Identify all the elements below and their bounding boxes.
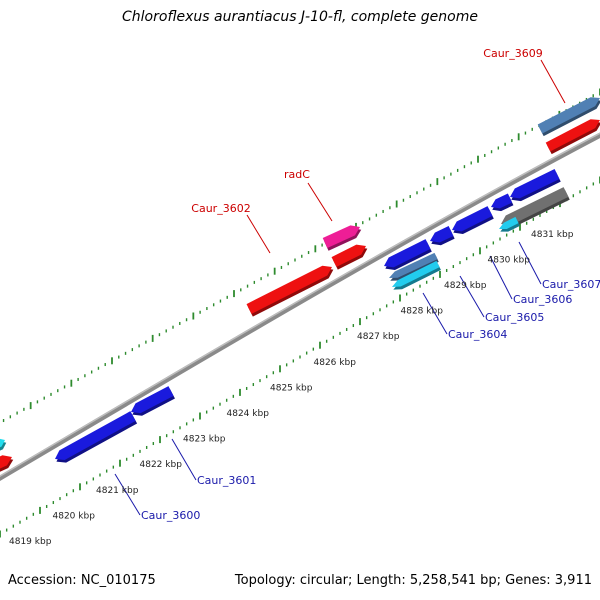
ruler-label: 4819 kbp <box>9 537 52 547</box>
genome-backbone <box>0 132 600 482</box>
leader-line-caur-3606 <box>489 255 513 300</box>
gene-fwd-left-red[interactable] <box>0 452 16 475</box>
gene-arrow-face <box>246 265 332 314</box>
gene-arrow-face <box>499 216 519 229</box>
leader-line-caur-3600 <box>114 473 141 516</box>
gene-rev-3607-cyan[interactable] <box>497 216 520 235</box>
gene-rev-3606[interactable] <box>450 206 494 238</box>
gene-rev-3600[interactable] <box>52 411 138 466</box>
gene-label-radc[interactable]: radC <box>284 168 310 181</box>
leader-line-caur-3601 <box>171 438 197 481</box>
gene-arrow-face <box>0 455 13 473</box>
ruler-label: 4823 kbp <box>183 435 226 445</box>
gene-arrow-face <box>331 244 367 267</box>
gene-rev-3607-grey[interactable] <box>499 187 570 232</box>
ruler-label: 4825 kbp <box>270 383 313 393</box>
gene-rev-3604[interactable] <box>390 260 441 293</box>
gene-arrow-face <box>491 193 513 209</box>
ruler-label: 4822 kbp <box>140 460 183 470</box>
ruler-label: 4828 kbp <box>401 307 444 317</box>
leader-line-caur-3607 <box>518 241 542 285</box>
gene-label-caur-3602[interactable]: Caur_3602 <box>191 202 250 215</box>
gene-arrow-face <box>392 260 440 287</box>
gene-label-caur-3609[interactable]: Caur_3609 <box>483 47 542 60</box>
gene-fwd-3602[interactable] <box>246 262 336 317</box>
gene-fwd-3609[interactable] <box>545 116 600 155</box>
genome-backbone-highlight <box>0 132 600 477</box>
gene-fwd-radC[interactable] <box>331 241 370 270</box>
genome-stats: Topology: circular; Length: 5,258,541 bp… <box>234 573 592 588</box>
gene-arrow-face <box>55 411 136 460</box>
leader-line-radc <box>307 182 333 222</box>
leader-line-caur-3602 <box>246 214 271 254</box>
gene-arrow-face <box>131 386 174 414</box>
gene-label-caur-3601[interactable]: Caur_3601 <box>197 474 256 487</box>
ruler-label: 4826 kbp <box>314 358 357 368</box>
gene-rev-3607-top[interactable] <box>489 193 514 214</box>
leader-line-caur-3609 <box>540 59 566 104</box>
ruler-label: 4821 kbp <box>96 486 139 496</box>
gene-arrow-face <box>545 119 600 152</box>
ruler-label: 4827 kbp <box>357 332 400 342</box>
gene-arrow-face <box>430 226 454 243</box>
gene-arrow-face <box>537 97 600 134</box>
gene-arrow-face <box>452 206 493 232</box>
accession-label: Accession: NC_010175 <box>8 573 156 588</box>
gene-arrow-face <box>384 239 431 268</box>
ruler-label: 4830 kbp <box>488 255 531 265</box>
ruler-label: 4820 kbp <box>53 511 96 521</box>
gene-rev-3603[interactable] <box>382 239 432 274</box>
gene-label-caur-3606[interactable]: Caur_3606 <box>513 293 572 306</box>
gene-label-caur-3605[interactable]: Caur_3605 <box>485 311 544 324</box>
map-title: Chloroflexus aurantiacus J-10-fl, comple… <box>122 9 478 25</box>
leader-line-caur-3604 <box>422 292 448 335</box>
gene-arrow-face <box>501 187 569 226</box>
gene-arrow-face <box>0 438 5 452</box>
leader-line-caur-3605 <box>459 275 485 318</box>
ruler-label: 4829 kbp <box>444 281 487 291</box>
gene-rev-3605[interactable] <box>428 226 455 249</box>
gene-arrow-face <box>510 169 560 199</box>
gene-label-caur-3604[interactable]: Caur_3604 <box>448 328 507 341</box>
gene-fwd-radC-top[interactable] <box>322 222 364 251</box>
gene-rev-3604-top[interactable] <box>388 252 439 284</box>
gene-arrow-face <box>322 225 361 249</box>
gene-arrow-face <box>389 252 438 278</box>
gene-fwd-3609-top[interactable] <box>537 94 600 137</box>
ruler-label: 4824 kbp <box>227 409 270 419</box>
gene-rev-3601[interactable] <box>128 386 175 419</box>
ruler-label: 4831 kbp <box>531 230 574 240</box>
gene-rev-3607-blue[interactable] <box>508 169 561 205</box>
gene-label-caur-3600[interactable]: Caur_3600 <box>141 509 200 522</box>
gene-fwd-left-cyan[interactable] <box>0 436 8 454</box>
gene-label-caur-3607[interactable]: Caur_3607 <box>542 278 600 291</box>
